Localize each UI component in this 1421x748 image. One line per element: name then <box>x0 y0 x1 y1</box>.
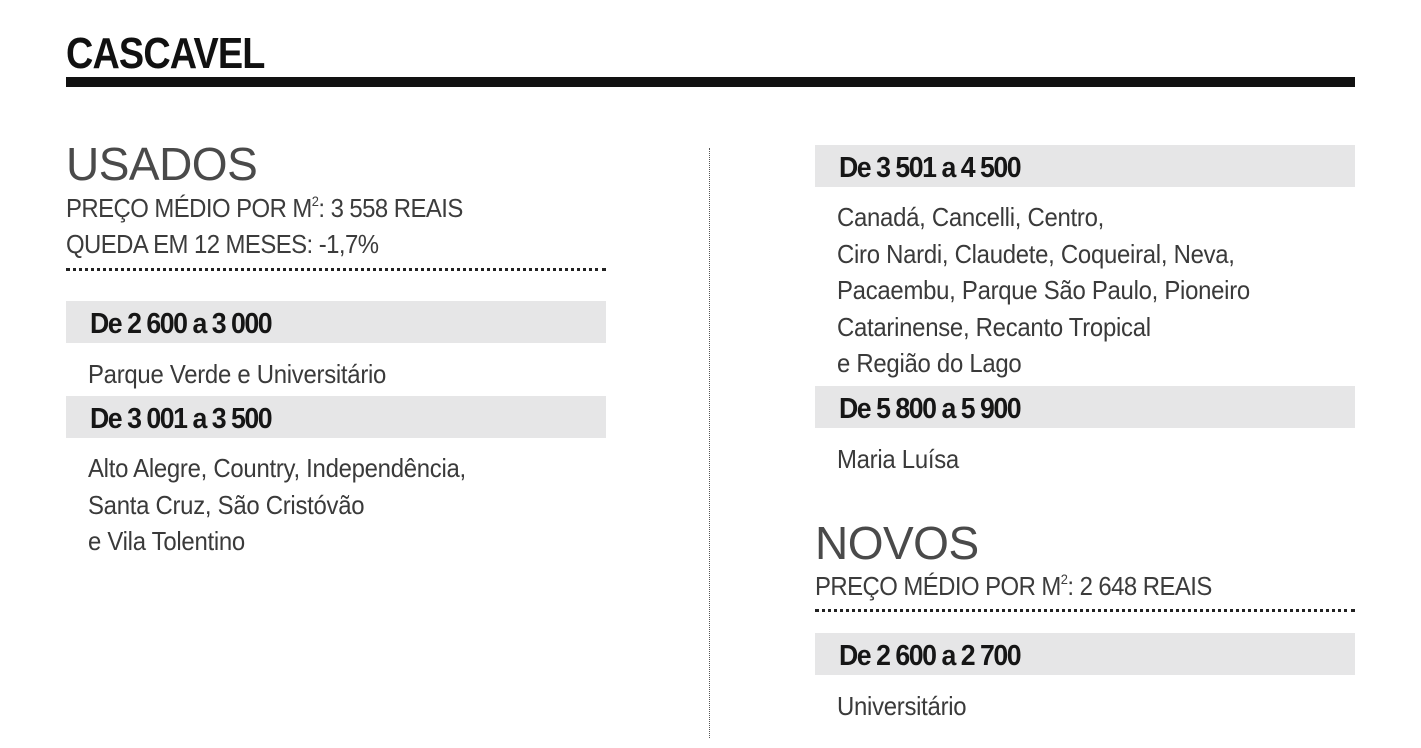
novos-heading: NOVOS <box>815 517 979 569</box>
range-label: De 2 600 a 3 000 <box>90 308 273 340</box>
neighborhood-list: Parque Verde e Universitário <box>88 356 386 393</box>
neighborhood-list: Alto Alegre, Country, Independência, San… <box>88 450 466 560</box>
title-rule <box>66 77 1355 87</box>
usados-heading: USADOS <box>66 138 258 190</box>
range-label: De 2 600 a 2 700 <box>839 640 1022 672</box>
usados-12-month-change: QUEDA EM 12 MESES: -1,7% <box>66 229 379 259</box>
usados-price-superscript: 2 <box>311 193 319 209</box>
neighborhood-list: Universitário <box>837 688 967 725</box>
neighborhood-line: Parque Verde e Universitário <box>88 359 387 389</box>
neighborhood-line: Ciro Nardi, Claudete, Coqueiral, Neva, <box>837 238 1235 269</box>
neighborhood-line: e Vila Tolentino <box>88 526 245 557</box>
neighborhood-list: Canadá, Cancelli, Centro, Ciro Nardi, Cl… <box>837 199 1250 382</box>
usados-price-value: : 3 558 REAIS <box>318 193 463 223</box>
range-band: De 2 600 a 3 000 <box>66 301 606 343</box>
novos-average-price: PREÇO MÉDIO POR M2: 2 648 REAIS <box>815 568 1212 604</box>
neighborhood-line: Canadá, Cancelli, Centro, <box>837 202 1105 232</box>
range-band: De 3 001 a 3 500 <box>66 396 606 438</box>
novos-price-value: : 2 648 REAIS <box>1067 571 1212 601</box>
usados-price-prefix: PREÇO MÉDIO POR M <box>66 193 312 223</box>
range-label: De 3 001 a 3 500 <box>90 403 273 435</box>
neighborhood-line: Maria Luísa <box>837 444 959 474</box>
novos-price-prefix: PREÇO MÉDIO POR M <box>815 571 1061 601</box>
range-band: De 3 501 a 4 500 <box>815 145 1355 187</box>
range-band: De 2 600 a 2 700 <box>815 633 1355 675</box>
neighborhood-line: Santa Cruz, São Cristóvão <box>88 489 365 520</box>
neighborhood-line: Alto Alegre, Country, Independência, <box>88 453 466 483</box>
range-band: De 5 800 a 5 900 <box>815 386 1355 428</box>
novos-price-superscript: 2 <box>1060 571 1068 587</box>
range-label: De 3 501 a 4 500 <box>839 152 1022 184</box>
page-title: CASCAVEL <box>66 29 265 78</box>
column-divider <box>709 148 710 738</box>
range-label: De 5 800 a 5 900 <box>839 393 1022 425</box>
usados-average-price: PREÇO MÉDIO POR M2: 3 558 REAIS <box>66 190 463 226</box>
neighborhood-line: e Região do Lago <box>837 348 1022 379</box>
neighborhood-line: Catarinense, Recanto Tropical <box>837 311 1151 342</box>
neighborhood-line: Pacaembu, Parque São Paulo, Pioneiro <box>837 275 1250 306</box>
neighborhood-line: Universitário <box>837 691 967 721</box>
novos-dotted-rule <box>815 609 1355 612</box>
usados-dotted-rule <box>66 268 606 271</box>
neighborhood-list: Maria Luísa <box>837 441 959 478</box>
